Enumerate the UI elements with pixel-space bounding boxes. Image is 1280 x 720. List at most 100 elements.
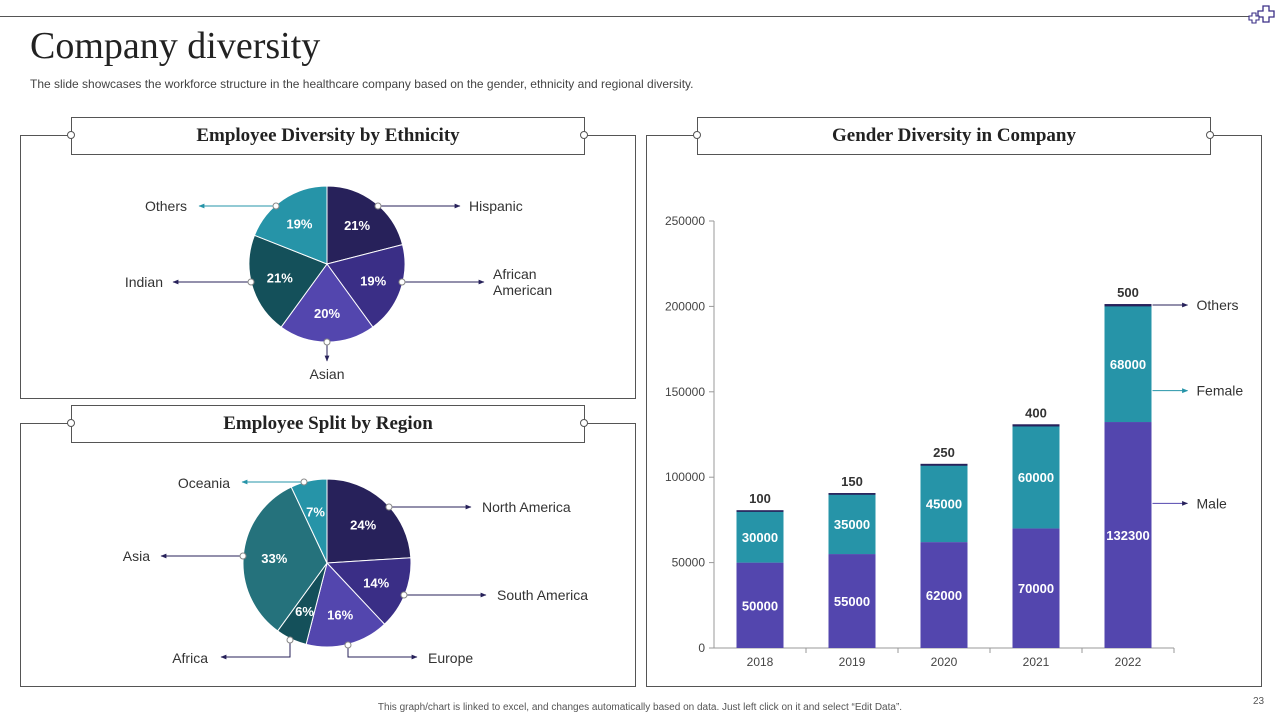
pie-pct-label-africa: 6% — [295, 604, 314, 619]
header-dot — [580, 131, 588, 139]
bar-male-2019[interactable] — [828, 554, 876, 648]
slide-title: Company diversity — [30, 25, 321, 67]
pie-slice-hispanic[interactable] — [326, 185, 404, 265]
pie-slice-african-american[interactable] — [326, 243, 406, 328]
bar-others-2021[interactable] — [1012, 424, 1060, 427]
callout-dot — [400, 591, 408, 599]
bar-others-2022[interactable] — [1104, 304, 1152, 307]
callout-arrow-europe — [347, 645, 418, 660]
bar-label-others: 250 — [933, 445, 955, 460]
y-tick-label: 200000 — [665, 299, 705, 313]
callout-label-african-american: African — [493, 266, 537, 282]
pie-pct-label-others: 19% — [286, 216, 312, 231]
callout-label-oceania: Oceania — [178, 475, 230, 491]
callout-label-south-america: South America — [497, 587, 588, 603]
pie-pct-label-oceania: 7% — [306, 504, 325, 519]
bar-label-others: 150 — [841, 474, 863, 489]
bar-male-2018[interactable] — [736, 562, 784, 648]
callout-dot — [374, 202, 382, 210]
callout-label-north-america: North America — [482, 499, 571, 515]
plus-cross-icon — [1248, 5, 1275, 24]
x-tick-label: 2018 — [747, 655, 774, 669]
bar-label-others: 100 — [749, 491, 771, 506]
gender-panel-title: Gender Diversity in Company — [697, 117, 1211, 155]
bar-label-others: 400 — [1025, 405, 1047, 420]
bar-male-2020[interactable] — [920, 542, 968, 648]
callout-dot — [286, 636, 294, 644]
callout-label-africa: Africa — [172, 650, 208, 666]
bar-label-female: 45000 — [926, 497, 962, 512]
top-rule — [0, 16, 1252, 17]
callout-dot — [247, 278, 255, 286]
bar-label-male: 50000 — [742, 598, 778, 613]
gender-bar-chart: 0 50000 100000 150000 200000 250000 50000 30000… — [665, 214, 1243, 669]
bar-label-female: 60000 — [1018, 470, 1054, 485]
bar-male-2021[interactable] — [1012, 528, 1060, 648]
pie-slice-oceania[interactable] — [290, 478, 328, 564]
region-pie: 24% North America 14% South America 16% Europ… — [123, 475, 588, 666]
header-dot — [67, 419, 75, 427]
bar-label-female: 30000 — [742, 530, 778, 545]
pie-slice-others[interactable] — [253, 185, 328, 265]
y-tick-label: 100000 — [665, 470, 705, 484]
callout-dot — [398, 278, 406, 286]
page-number: 23 — [1253, 696, 1265, 707]
legend-label-others: Others — [1197, 297, 1239, 313]
pie-pct-label-african-american: 19% — [360, 274, 386, 289]
header-dot — [1206, 131, 1214, 139]
header-dot — [67, 131, 75, 139]
callout-label-hispanic: Hispanic — [469, 198, 523, 214]
bar-label-others: 500 — [1117, 285, 1139, 300]
y-tick-label: 50000 — [672, 556, 706, 570]
x-tick-label: 2019 — [839, 655, 866, 669]
x-tick-label: 2022 — [1115, 655, 1142, 669]
y-tick-label: 150000 — [665, 385, 705, 399]
pie-pct-label-asian: 20% — [314, 306, 340, 321]
x-tick-label: 2020 — [931, 655, 958, 669]
callout-label-asian: Asian — [309, 366, 344, 382]
pie-slice-indian[interactable] — [248, 234, 328, 328]
legend-label-female: Female — [1197, 383, 1244, 399]
header-dot — [693, 131, 701, 139]
bar-others-2018[interactable] — [736, 510, 784, 512]
pie-slice-north-america[interactable] — [326, 478, 412, 564]
bar-label-male: 132300 — [1106, 528, 1149, 543]
y-tick-label: 0 — [698, 641, 705, 655]
callout-arrow-africa — [220, 640, 291, 660]
bar-female-2021[interactable] — [1012, 425, 1060, 529]
slide-subtitle: The slide showcases the workforce struct… — [30, 77, 694, 91]
y-tick-label: 250000 — [665, 214, 705, 228]
callout-label-african-american: American — [493, 282, 552, 298]
bar-female-2020[interactable] — [920, 465, 968, 543]
callout-dot — [385, 503, 393, 511]
bar-label-male: 62000 — [926, 588, 962, 603]
region-panel-title: Employee Split by Region — [71, 405, 585, 443]
pie-pct-label-indian: 21% — [267, 271, 293, 286]
bar-female-2022[interactable] — [1104, 305, 1152, 423]
callout-label-others: Others — [145, 198, 187, 214]
callout-dot — [344, 641, 352, 649]
pie-pct-label-south-america: 14% — [363, 576, 389, 591]
bar-others-2019[interactable] — [828, 493, 876, 495]
bar-label-male: 55000 — [834, 594, 870, 609]
bar-male-2022[interactable] — [1104, 422, 1152, 648]
pie-pct-label-north-america: 24% — [350, 517, 376, 532]
callout-label-indian: Indian — [125, 274, 163, 290]
callout-dot — [300, 478, 308, 486]
bar-others-2020[interactable] — [920, 463, 968, 466]
pie-pct-label-europe: 16% — [327, 607, 353, 622]
bar-female-2019[interactable] — [828, 494, 876, 555]
bar-label-male: 70000 — [1018, 581, 1054, 596]
callout-dot — [272, 202, 280, 210]
callout-dot — [239, 552, 247, 560]
callout-dot — [323, 338, 331, 346]
ethnicity-panel-title: Employee Diversity by Ethnicity — [71, 117, 585, 155]
callout-label-asia: Asia — [123, 548, 150, 564]
pie-pct-label-asia: 33% — [261, 551, 287, 566]
footer-note: This graph/chart is linked to excel, and… — [377, 702, 903, 713]
bar-label-female: 35000 — [834, 517, 870, 532]
bar-female-2018[interactable] — [736, 511, 784, 563]
bar-label-female: 68000 — [1110, 357, 1146, 372]
